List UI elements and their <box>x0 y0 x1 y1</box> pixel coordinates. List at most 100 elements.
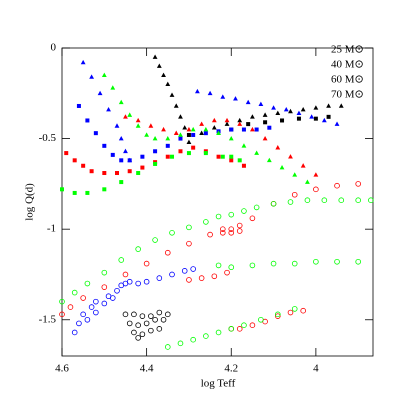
square-point <box>254 127 259 132</box>
triangle-point <box>305 179 310 184</box>
circle-point <box>258 316 264 323</box>
circle-point <box>143 260 150 267</box>
square-point <box>102 143 107 148</box>
triangle-point <box>190 126 196 132</box>
circle-point <box>59 298 65 305</box>
triangle-point <box>161 72 166 77</box>
triangle-point <box>237 121 243 126</box>
triangle-point <box>262 112 268 117</box>
square-point <box>280 118 285 123</box>
circle-point <box>181 268 188 274</box>
triangle-point <box>296 110 302 116</box>
triangle-point <box>173 103 179 108</box>
triangle-point <box>195 88 200 94</box>
circle-point <box>156 309 163 316</box>
circle-point <box>291 191 298 198</box>
circle-point <box>338 197 345 203</box>
circle-point <box>131 329 137 336</box>
circle-point <box>190 336 196 343</box>
circle-point <box>203 219 209 225</box>
circle-point <box>270 260 277 267</box>
circle-point <box>241 208 247 214</box>
triangle-point <box>313 172 319 177</box>
circle-point <box>236 222 243 229</box>
y-tick-label: -1.5 <box>39 313 57 325</box>
circle-point <box>249 262 256 269</box>
y-tick-label: -0.5 <box>39 132 57 144</box>
circle-point <box>148 313 154 319</box>
triangle-point <box>275 145 281 150</box>
square-point <box>119 180 124 185</box>
circle-point <box>304 197 311 203</box>
square-point <box>76 103 81 108</box>
triangle-point <box>97 90 103 96</box>
circle-point <box>67 304 74 310</box>
triangle-point <box>101 72 107 77</box>
x-axis-label: log Teff <box>201 378 236 390</box>
square-point <box>313 116 318 121</box>
triangle-point <box>250 114 255 119</box>
legend-label: 25 M⊙ <box>331 44 364 56</box>
circle-point <box>84 280 91 287</box>
square-point <box>178 149 183 154</box>
square-point <box>119 158 124 163</box>
circle-point <box>143 320 150 327</box>
circle-point <box>186 277 192 283</box>
circle-point <box>249 322 256 329</box>
triangle-point <box>152 54 158 59</box>
circle-point <box>114 287 120 294</box>
square-point <box>203 151 208 156</box>
circle-point <box>177 340 184 347</box>
square-point <box>220 154 225 159</box>
triangle-point <box>148 123 154 128</box>
triangle-point <box>309 114 315 119</box>
circle-point <box>59 311 65 318</box>
triangle-point <box>186 139 192 145</box>
circle-point <box>215 329 222 336</box>
circle-point <box>93 309 99 316</box>
circle-point <box>169 230 175 236</box>
square-point <box>246 122 251 127</box>
triangle-point <box>118 135 124 141</box>
square-point <box>216 154 221 159</box>
circle-point <box>215 262 222 269</box>
square-point <box>241 127 246 132</box>
triangle-point <box>178 114 183 119</box>
square-point <box>165 154 170 159</box>
square-point <box>191 145 196 150</box>
circle-point <box>313 186 319 193</box>
triangle-point <box>334 121 340 126</box>
triangle-point <box>216 130 221 135</box>
circle-point <box>122 311 129 318</box>
triangle-point <box>262 135 268 141</box>
circle-point <box>313 258 319 265</box>
circle-point <box>211 273 218 280</box>
x-tick-label: 4.6 <box>55 363 69 375</box>
triangle-point <box>211 125 217 130</box>
triangle-point <box>123 114 128 119</box>
circle-point <box>135 335 141 341</box>
circle-point <box>274 313 281 319</box>
circle-point <box>84 316 91 323</box>
triangle-point <box>250 126 255 132</box>
triangle-point <box>338 103 344 108</box>
triangle-point <box>156 63 162 68</box>
circle-point <box>228 264 235 271</box>
circle-point <box>109 295 116 301</box>
triangle-point <box>292 172 298 177</box>
triangle-point <box>224 117 230 123</box>
circle-point <box>203 333 209 339</box>
circle-point <box>156 275 163 281</box>
circle-point <box>291 306 298 312</box>
circle-point <box>164 344 171 350</box>
circle-point <box>224 269 230 276</box>
square-point <box>165 143 170 148</box>
circle-point <box>169 271 175 278</box>
square-point <box>229 158 234 163</box>
circle-point <box>355 258 361 265</box>
circle-point <box>287 309 294 316</box>
circle-point <box>253 204 260 211</box>
triangle-point <box>169 92 175 97</box>
y-tick-label: -1 <box>47 223 56 235</box>
circle-point <box>93 298 99 305</box>
